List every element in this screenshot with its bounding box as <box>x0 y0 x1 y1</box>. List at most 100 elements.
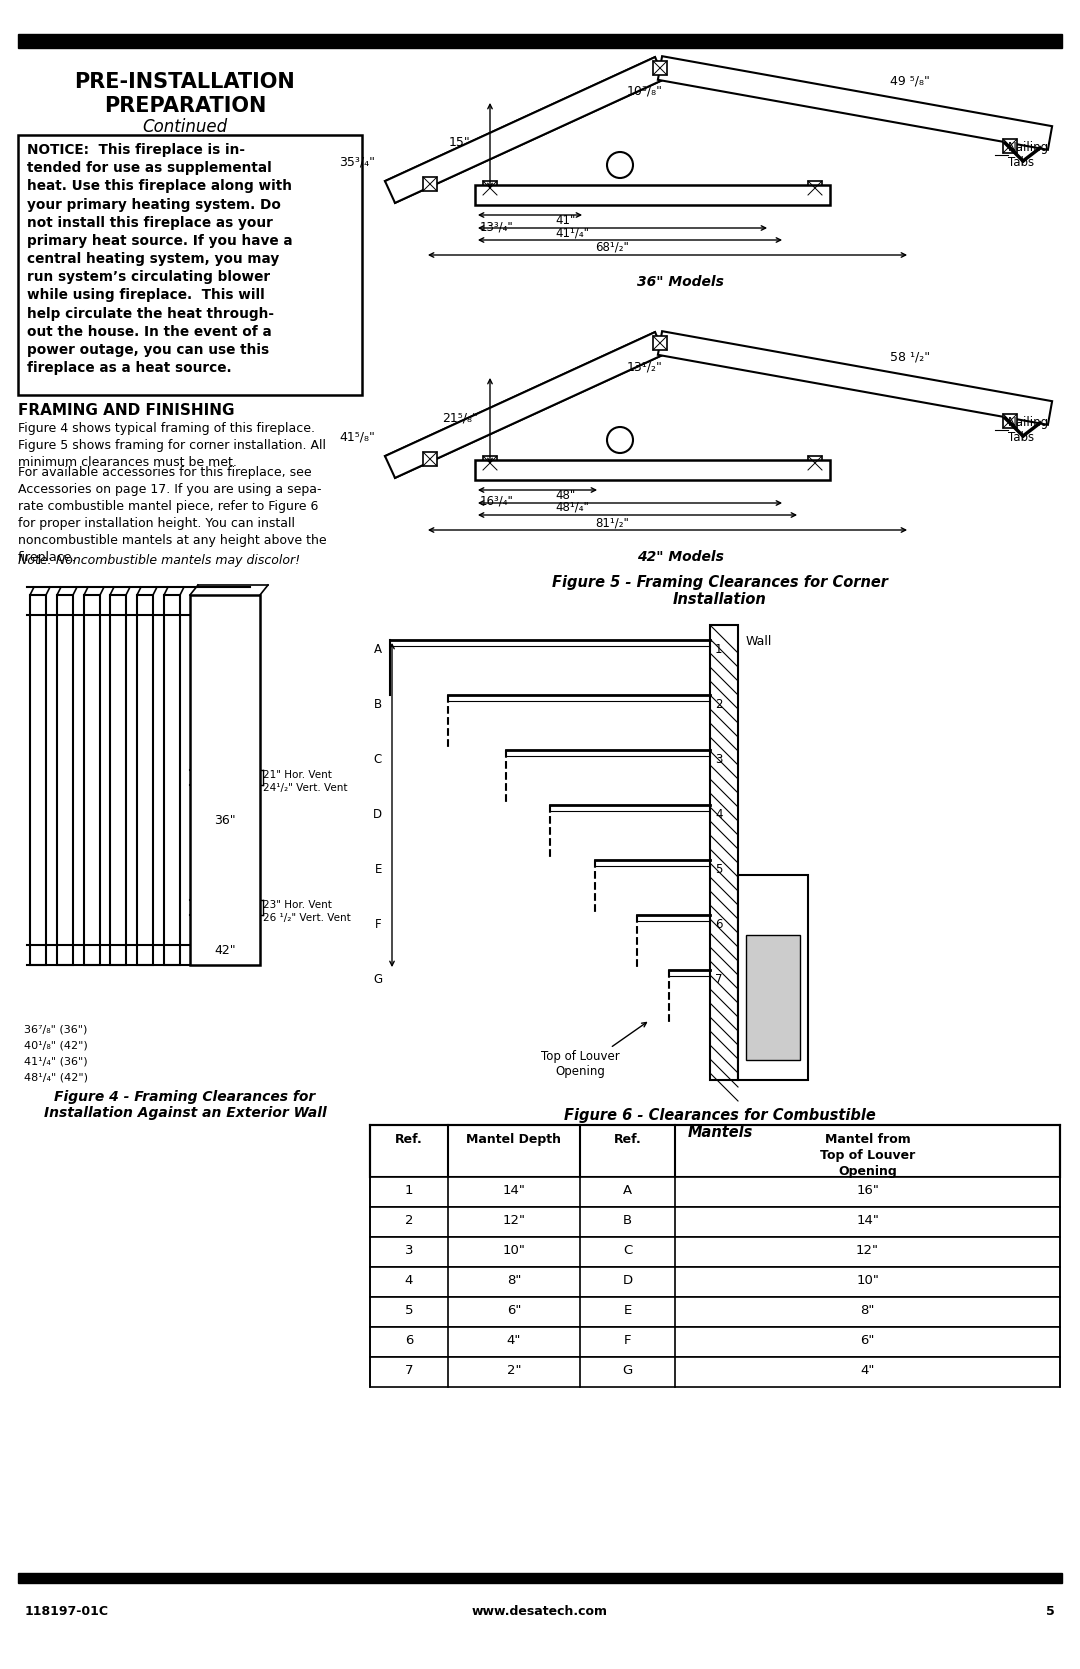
Text: Figure 4 shows typical framing of this fireplace.
Figure 5 shows framing for cor: Figure 4 shows typical framing of this f… <box>18 422 326 469</box>
Text: E: E <box>623 1303 632 1317</box>
Text: 49 ⁵/₈": 49 ⁵/₈" <box>890 75 930 88</box>
Text: 14": 14" <box>856 1213 879 1227</box>
Bar <box>653 335 667 350</box>
Text: Nailing
Tabs: Nailing Tabs <box>1008 140 1049 169</box>
Bar <box>137 596 153 965</box>
Text: 8": 8" <box>507 1273 522 1287</box>
Text: 7: 7 <box>715 973 723 986</box>
Text: F: F <box>624 1334 631 1347</box>
Text: G: G <box>622 1364 633 1377</box>
Bar <box>370 1237 1059 1267</box>
Bar <box>475 185 831 205</box>
Text: Figure 6 - Clearances for Combustible
Mantels: Figure 6 - Clearances for Combustible Ma… <box>564 1108 876 1140</box>
Text: Note: Noncombustible mantels may discolor!: Note: Noncombustible mantels may discolo… <box>18 554 300 567</box>
Text: 13³/₄": 13³/₄" <box>480 220 514 234</box>
Text: B: B <box>623 1213 632 1227</box>
Text: 5: 5 <box>405 1303 414 1317</box>
Text: 3: 3 <box>715 753 723 766</box>
Bar <box>483 456 497 471</box>
Text: Top of Louver
Opening: Top of Louver Opening <box>541 1050 619 1078</box>
Text: 42": 42" <box>214 943 235 956</box>
Bar <box>808 456 822 471</box>
Text: 21" Hor. Vent: 21" Hor. Vent <box>264 769 332 779</box>
Text: 7: 7 <box>405 1364 414 1377</box>
Bar <box>475 461 831 481</box>
Bar <box>84 596 100 965</box>
Text: 42" Models: 42" Models <box>636 551 724 564</box>
Bar <box>423 452 437 466</box>
Bar <box>190 596 260 965</box>
Text: 13¹/₂": 13¹/₂" <box>627 361 663 372</box>
Text: Figure 4 - Framing Clearances for
Installation Against an Exterior Wall: Figure 4 - Framing Clearances for Instal… <box>43 1090 326 1120</box>
Text: 6": 6" <box>507 1303 522 1317</box>
Text: 5: 5 <box>715 863 723 876</box>
Bar <box>370 1357 1059 1387</box>
Text: 10": 10" <box>502 1243 526 1257</box>
Circle shape <box>607 152 633 179</box>
Text: 41¹/₄" (36"): 41¹/₄" (36") <box>24 1056 87 1066</box>
Text: 16³/₄": 16³/₄" <box>480 496 514 507</box>
Polygon shape <box>384 57 665 204</box>
Text: For available accessories for this fireplace, see
Accessories on page 17. If you: For available accessories for this firep… <box>18 466 326 564</box>
Bar <box>370 1177 1059 1207</box>
Text: 41": 41" <box>555 214 576 227</box>
Text: B: B <box>374 698 382 711</box>
Text: 36": 36" <box>214 813 235 826</box>
Bar <box>423 177 437 190</box>
Text: 35³/₄": 35³/₄" <box>339 155 375 169</box>
Bar <box>18 1572 1062 1582</box>
Bar <box>746 935 800 1060</box>
Text: 48¹/₄" (42"): 48¹/₄" (42") <box>24 1071 87 1082</box>
Text: C: C <box>374 753 382 766</box>
Text: 2: 2 <box>715 698 723 711</box>
Bar <box>738 875 808 1080</box>
Text: 2": 2" <box>507 1364 522 1377</box>
Bar <box>110 596 126 965</box>
Text: Mantel Depth: Mantel Depth <box>467 1133 562 1147</box>
Bar <box>57 596 73 965</box>
Text: 4: 4 <box>405 1273 414 1287</box>
Text: A: A <box>623 1183 632 1197</box>
Text: 12": 12" <box>502 1213 526 1227</box>
Bar <box>710 624 738 1080</box>
Text: 58 ¹/₂": 58 ¹/₂" <box>890 350 930 362</box>
Text: 15": 15" <box>449 137 471 150</box>
Text: C: C <box>623 1243 632 1257</box>
Text: Nailing
Tabs: Nailing Tabs <box>1008 416 1049 444</box>
Text: 16": 16" <box>856 1183 879 1197</box>
Text: 36" Models: 36" Models <box>636 275 724 289</box>
Text: 36⁷/₈" (36"): 36⁷/₈" (36") <box>24 1025 87 1035</box>
Text: E: E <box>375 863 382 876</box>
Text: G: G <box>373 973 382 986</box>
Text: Ref.: Ref. <box>395 1133 423 1147</box>
Text: 48": 48" <box>555 489 576 502</box>
Bar <box>370 1267 1059 1297</box>
Text: 68¹/₂": 68¹/₂" <box>595 240 629 254</box>
Circle shape <box>607 427 633 452</box>
Text: 4": 4" <box>507 1334 522 1347</box>
Bar <box>370 1327 1059 1357</box>
Text: 40¹/₈" (42"): 40¹/₈" (42") <box>24 1040 87 1050</box>
Bar <box>370 1297 1059 1327</box>
Bar <box>370 1207 1059 1237</box>
Text: 10": 10" <box>856 1273 879 1287</box>
Text: 1: 1 <box>715 643 723 656</box>
Text: FRAMING AND FINISHING: FRAMING AND FINISHING <box>18 402 234 417</box>
Bar <box>653 62 667 75</box>
Text: 4": 4" <box>861 1364 875 1377</box>
Text: Wall: Wall <box>746 634 772 648</box>
Text: NOTICE:  This fireplace is in-
tended for use as supplemental
heat. Use this fir: NOTICE: This fireplace is in- tended for… <box>27 144 293 376</box>
Text: Continued: Continued <box>143 118 228 135</box>
Bar <box>30 596 46 965</box>
Text: 41⁵/₈": 41⁵/₈" <box>339 431 375 444</box>
Text: 6": 6" <box>861 1334 875 1347</box>
Text: PREPARATION: PREPARATION <box>104 97 266 117</box>
Text: Figure 5 - Framing Clearances for Corner
Installation: Figure 5 - Framing Clearances for Corner… <box>552 576 888 608</box>
Text: 1: 1 <box>405 1183 414 1197</box>
Bar <box>808 180 822 195</box>
Text: D: D <box>622 1273 633 1287</box>
Text: 41¹/₄": 41¹/₄" <box>555 225 589 239</box>
Text: 3: 3 <box>405 1243 414 1257</box>
Text: PRE-INSTALLATION: PRE-INSTALLATION <box>75 72 295 92</box>
Polygon shape <box>658 330 1052 426</box>
